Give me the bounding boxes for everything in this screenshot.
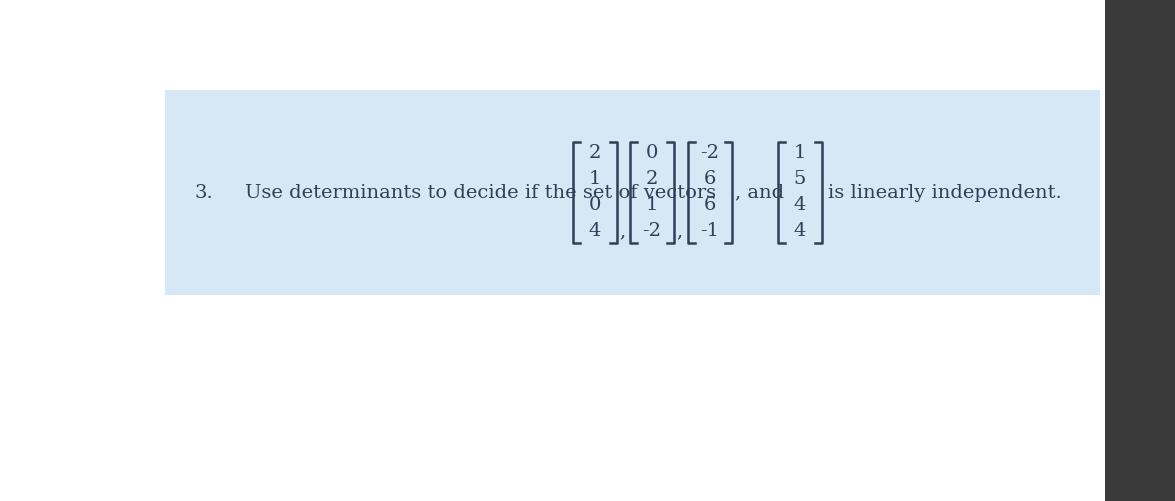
Text: 4: 4 <box>794 196 806 214</box>
FancyBboxPatch shape <box>1104 0 1175 501</box>
Text: 6: 6 <box>704 170 717 188</box>
Text: 1: 1 <box>646 196 658 214</box>
Text: 2: 2 <box>589 144 602 162</box>
Text: 2: 2 <box>646 170 658 188</box>
Text: Use determinants to decide if the set of vectors: Use determinants to decide if the set of… <box>246 183 716 201</box>
Text: -1: -1 <box>700 222 719 240</box>
Text: 0: 0 <box>589 196 602 214</box>
Text: 6: 6 <box>704 196 717 214</box>
Text: , and: , and <box>736 183 784 201</box>
Text: 5: 5 <box>794 170 806 188</box>
FancyBboxPatch shape <box>165 90 1100 295</box>
Text: 0: 0 <box>646 144 658 162</box>
Text: ,: , <box>619 222 625 240</box>
Text: -2: -2 <box>700 144 719 162</box>
Text: is linearly independent.: is linearly independent. <box>828 183 1062 201</box>
Text: 3.: 3. <box>195 183 214 201</box>
Text: 4: 4 <box>794 222 806 240</box>
Text: ,: , <box>676 222 683 240</box>
Text: 4: 4 <box>589 222 602 240</box>
Text: 1: 1 <box>589 170 602 188</box>
Text: 1: 1 <box>794 144 806 162</box>
Text: -2: -2 <box>643 222 662 240</box>
